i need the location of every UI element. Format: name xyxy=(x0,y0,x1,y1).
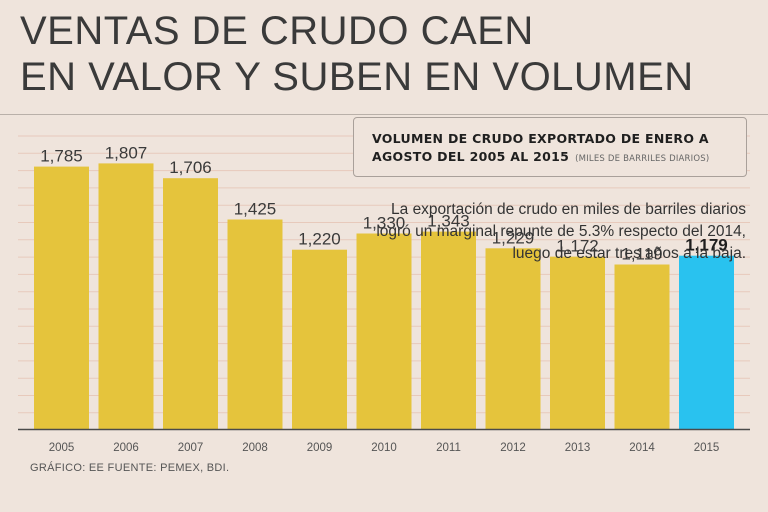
x-tick-label-2013: 2013 xyxy=(565,442,591,454)
value-label-2012: 1,229 xyxy=(492,228,535,247)
x-tick-label-2008: 2008 xyxy=(242,442,268,454)
x-tick-label-2005: 2005 xyxy=(49,442,75,454)
x-tick-label-2009: 2009 xyxy=(307,442,333,454)
bar-2015 xyxy=(679,255,734,429)
bar-2008 xyxy=(227,219,283,429)
x-tick-label-2012: 2012 xyxy=(500,442,526,454)
value-label-2008: 1,425 xyxy=(234,200,277,219)
legend-box: VOLUMEN DE CRUDO EXPORTADO DE ENERO A AG… xyxy=(353,117,747,177)
bar-2012 xyxy=(485,248,541,429)
legend-unit: (MILES DE BARRILES DIARIOS) xyxy=(575,154,710,164)
x-tick-label-2011: 2011 xyxy=(436,442,461,454)
value-label-2007: 1,706 xyxy=(169,158,212,177)
bar-2013 xyxy=(550,256,605,429)
value-label-2009: 1,220 xyxy=(298,230,341,249)
value-label-2011: 1,343 xyxy=(427,212,470,231)
x-tick-label-2006: 2006 xyxy=(113,442,139,454)
x-tick-label-2010: 2010 xyxy=(371,442,397,454)
legend-line-2-text: AGOSTO DEL 2005 AL 2015 xyxy=(372,149,570,164)
headline-line-1: VENTAS DE CRUDO CAEN xyxy=(20,9,534,53)
value-label-2006: 1,807 xyxy=(105,143,148,162)
bar-2014 xyxy=(614,264,670,429)
value-label-2010: 1,330 xyxy=(363,214,406,233)
source-footer: GRÁFICO: EE FUENTE: PEMEX, BDI. xyxy=(30,462,230,474)
value-label-2013: 1,172 xyxy=(556,237,599,256)
headline-line-2: EN VALOR Y SUBEN EN VOLUMEN xyxy=(20,55,694,99)
bar-chart: 1,785 2005 1,807 2006 1,706 2007 1,425 2008 1,22… xyxy=(18,135,750,454)
bar-2010 xyxy=(356,233,412,429)
x-tick-label-2007: 2007 xyxy=(178,442,204,454)
bar-2005 xyxy=(34,166,89,429)
x-tick-label-2014: 2014 xyxy=(629,442,655,454)
chart-headline: VENTAS DE CRUDO CAEN EN VALOR Y SUBEN EN… xyxy=(20,8,694,100)
header-divider xyxy=(0,114,768,115)
bar-2011 xyxy=(421,231,476,429)
value-label-2005: 1,785 xyxy=(40,147,83,166)
value-label-2015: 1,179 xyxy=(685,236,728,255)
x-tick-label-2015: 2015 xyxy=(694,442,720,454)
bar-2006 xyxy=(98,163,154,429)
bar-2009 xyxy=(292,249,347,429)
legend-line-1: VOLUMEN DE CRUDO EXPORTADO DE ENERO A xyxy=(372,131,709,146)
legend-line-2: AGOSTO DEL 2005 AL 2015 (MILES DE BARRILE… xyxy=(372,148,732,168)
value-label-2014: 1,119 xyxy=(621,245,662,264)
annotation-note: La exportación de crudo en miles de barr… xyxy=(376,201,746,262)
bar-2007 xyxy=(163,178,218,429)
